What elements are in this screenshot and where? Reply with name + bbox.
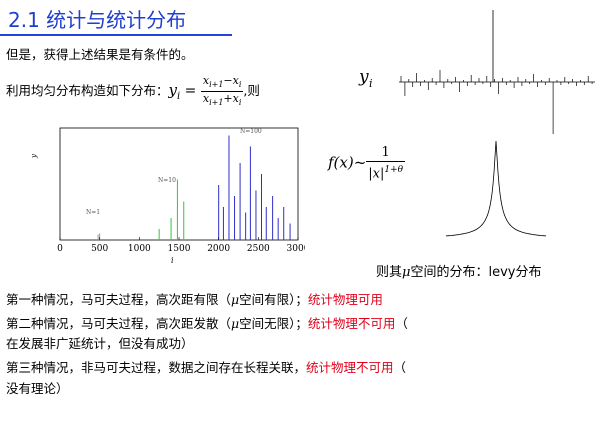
chart-ylabel: y bbox=[30, 153, 38, 159]
chart-frame bbox=[59, 127, 299, 241]
annotation-n10: N=10 bbox=[158, 177, 176, 184]
levy-curve bbox=[445, 140, 547, 237]
chart-xlabel: i bbox=[171, 256, 174, 265]
construct-prefix: 利用均匀分布构造如下分布： bbox=[6, 83, 169, 99]
x-tick-label: 2500 bbox=[247, 244, 270, 254]
construct-suffix: ,则 bbox=[243, 83, 260, 99]
yi-series-plot: y i bbox=[358, 10, 595, 134]
x-tick-label: 3000 bbox=[287, 244, 305, 254]
yi-label: y bbox=[358, 67, 369, 87]
case-3: 第三种情况，非马可夫过程，数据之间存在长程关联，统计物理不可用（ bbox=[6, 360, 407, 375]
construct-fraction: xi+1−xi xi+1+xi bbox=[200, 74, 244, 108]
fx-fraction: 1 |x|1+θ bbox=[366, 145, 406, 182]
x-tick-label: 500 bbox=[91, 244, 108, 254]
fx-lhs: f(x)~ bbox=[328, 153, 367, 172]
x-tick-label: 1000 bbox=[128, 244, 151, 254]
levy-caption: 则其μ空间的分布：levy分布 bbox=[376, 265, 542, 280]
case-3-cont: 没有理论） bbox=[6, 381, 69, 396]
page-title: 2.1 统计与统计分布 bbox=[8, 8, 187, 32]
case-2: 第二种情况，马可夫过程，高次距发散（μ空间无限）；统计物理不可用（ bbox=[6, 316, 408, 331]
annotation-n100: N=100 bbox=[240, 128, 262, 135]
yi-sub: i bbox=[369, 77, 373, 90]
fx-formula: f(x)~ 1 |x|1+θ bbox=[328, 145, 406, 182]
x-tick-label: 2000 bbox=[207, 244, 230, 254]
title-underline bbox=[0, 34, 232, 36]
case-1: 第一种情况，马可夫过程，高次距有限（μ空间有限）；统计物理可用 bbox=[6, 292, 383, 307]
construct-eq: = bbox=[180, 83, 201, 100]
intro-text: 但是，获得上述结果是有条件的。 bbox=[6, 47, 194, 62]
construct-lhs: yi bbox=[168, 81, 181, 103]
x-tick-label: 0 bbox=[57, 244, 63, 254]
case-2-cont: 在发展非广延统计，但没有成功） bbox=[6, 336, 194, 351]
construct-line: 利用均匀分布构造如下分布：yi = xi+1−xi xi+1+xi ,则 bbox=[6, 74, 260, 109]
distribution-chart: 0 500 1000 1500 2000 2500 3000 y i N=1 N=10 N=… bbox=[30, 127, 305, 265]
x-tick-label: 1500 bbox=[168, 244, 191, 254]
annotation-n1: N=1 bbox=[86, 209, 100, 216]
